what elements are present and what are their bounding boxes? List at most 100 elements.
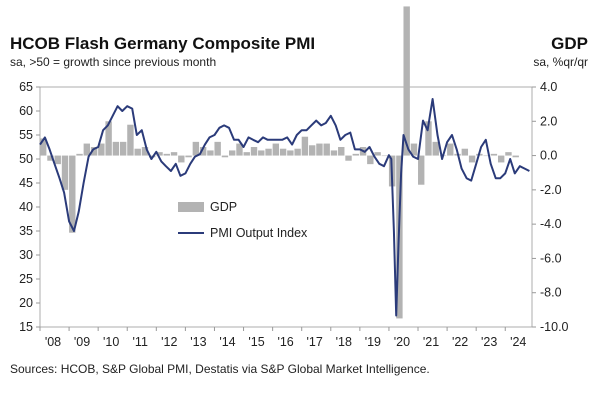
gdp-bar [105,121,112,156]
source-note: Sources: HCOB, S&P Global PMI, Destatis … [10,362,430,376]
gdp-bar [192,141,200,156]
left-tick-label: 45 [19,176,33,190]
right-tick-label: 4.0 [540,80,557,94]
gdp-bar [47,155,54,161]
gdp-bar [229,150,236,156]
gdp-bar [301,136,309,156]
gdp-bar [374,152,381,156]
gdp-bar [352,153,359,156]
gdp-bar [483,155,490,157]
x-tick-label: '16 [277,335,293,349]
left-tick-label: 20 [19,296,33,310]
x-tick-label: '24 [510,335,526,349]
gdp-bar [308,145,316,156]
gdp-bar [512,155,519,158]
x-tick-label: '15 [248,335,264,349]
left-tick-label: 30 [19,248,33,262]
gdp-bar [214,141,221,156]
gdp-bar [461,148,469,156]
gdp-bar [207,150,214,156]
gdp-bar [83,143,91,156]
gdp-bar [127,124,134,156]
gdp-bar [98,143,105,156]
x-tick-label: '09 [74,335,90,349]
gdp-bar [90,147,98,156]
gdp-bar [505,152,512,156]
left-tick-label: 60 [19,104,33,118]
x-tick-label: '19 [365,335,381,349]
chart-title: HCOB Flash Germany Composite PMI [10,34,316,53]
right-tick-label: 2.0 [540,114,557,128]
gdp-bar [178,155,185,163]
gdp-bar [243,152,250,156]
x-tick-label: '17 [307,335,323,349]
gdp-bar [294,148,301,156]
x-tick-label: '10 [103,335,119,349]
gdp-bar [236,143,243,156]
gdp-bar [432,141,439,156]
plot-frame [39,86,533,328]
x-tick-label: '12 [161,335,177,349]
gdp-bar [323,143,330,156]
gdp-bar [345,155,352,161]
gdp-bar [134,148,141,156]
right-tick-label: -8.0 [540,286,562,300]
gdp-bar [287,150,294,156]
gdp-bar [40,138,47,156]
gdp-bar [76,153,83,156]
gdp-bar [338,147,345,156]
gdp-bar [199,147,207,156]
gdp-bar [418,155,425,185]
x-tick-label: '08 [45,335,61,349]
gdp-bar [258,150,265,156]
gdp-bar [54,155,61,165]
gdp-bar [265,148,272,156]
gdp-bar [272,143,280,156]
left-axis-subtitle: sa, >50 = growth since previous month [10,55,217,69]
x-tick-label: '14 [219,335,235,349]
right-tick-label: -10.0 [540,320,569,334]
x-tick-label: '18 [336,335,352,349]
gdp-bar [381,155,389,157]
gdp-bar [403,6,410,156]
gdp-bar [367,155,374,165]
right-tick-label: -4.0 [540,217,562,231]
left-tick-label: 15 [19,320,33,334]
right-axis-subtitle: sa, %qr/qr [533,55,588,69]
left-tick-label: 55 [19,128,33,142]
gdp-bar [185,155,192,158]
left-tick-label: 40 [19,200,33,214]
gdp-bar [468,155,476,163]
gdp-bar [490,153,498,156]
x-tick-label: '22 [452,335,468,349]
gdp-bar [250,147,258,156]
gdp-bar [170,152,178,156]
gdp-bar [497,155,505,163]
gdp-bar [447,143,454,156]
gdp-bar [425,121,432,156]
gdp-bar [316,143,323,156]
x-tick-label: '21 [423,335,439,349]
gdp-bar [279,148,287,156]
gdp-bar [156,152,163,156]
x-tick-label: '13 [190,335,206,349]
gdp-bar [69,155,76,233]
gdp-bar [221,155,229,158]
x-tick-label: '11 [133,335,148,349]
right-tick-label: -2.0 [540,183,562,197]
left-tick-label: 35 [19,224,33,238]
legend-gdp-swatch [178,202,204,212]
pmi-line [39,98,530,317]
gdp-bar [141,147,149,156]
right-axis-title: GDP [551,34,588,53]
gdp-bar [163,153,170,156]
gdp-bar [410,143,418,156]
gdp-bar [112,141,120,156]
left-tick-label: 50 [19,152,33,166]
legend-gdp-label: GDP [210,200,237,214]
legend-pmi-label: PMI Output Index [210,226,308,240]
right-tick-label: -6.0 [540,251,562,265]
right-tick-label: 0.0 [540,149,557,163]
gdp-bar [61,155,69,190]
